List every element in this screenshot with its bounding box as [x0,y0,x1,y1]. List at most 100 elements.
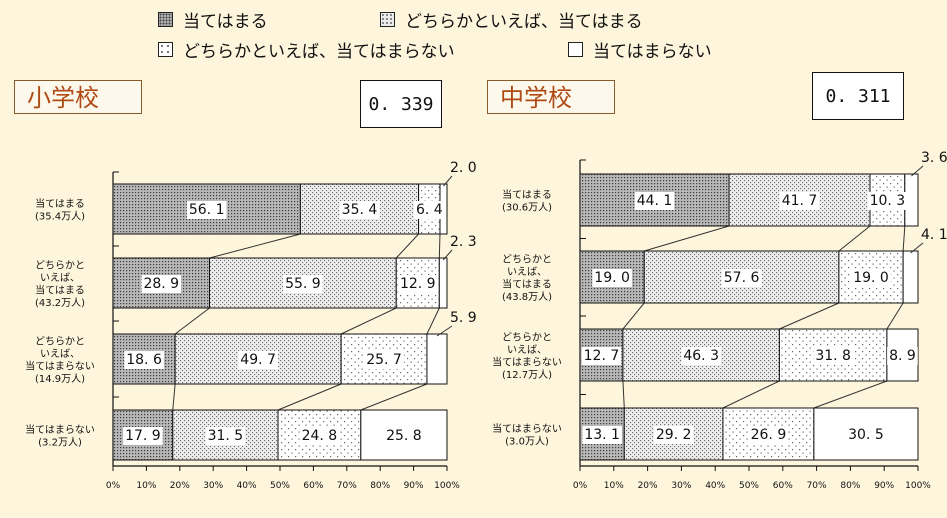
x-tick-label: 20% [170,481,190,491]
legend-label-3: どちらかといえば、当てはまらない [183,41,455,62]
connector-line [902,225,906,252]
connector-line [395,233,419,259]
data-label-backdrop [887,347,918,365]
connector-line [277,383,342,411]
data-label: 35. 4 [342,202,378,218]
category-label: (43.8万人) [502,291,552,303]
legend-label-1: 当てはまる [183,11,268,32]
data-label-backdrop [397,275,438,293]
category-label: いえば、 [40,272,80,284]
data-label-backdrop [384,427,424,445]
data-label: 2. 0 [450,160,477,176]
data-label: 49. 7 [240,352,276,368]
panel-title-junior-high: 中学校 [487,80,615,114]
data-label-backdrop [634,192,675,210]
data-label-backdrop [205,427,246,445]
data-label: 19. 0 [853,270,889,286]
legend-swatch-4 [568,41,583,57]
legend-swatch-2 [380,11,395,27]
leader-line [910,242,924,254]
panel-title-elementary: 小学校 [14,80,142,114]
connector-line [838,225,871,252]
leader-line [911,165,924,177]
category-label: 当てはまらない [25,423,95,436]
data-label-backdrop [141,275,182,293]
coefficient-elementary: 0. 339 [360,80,442,128]
data-label-backdrop [748,426,789,444]
data-label-backdrop [364,351,404,369]
x-tick-label: 100% [905,481,931,491]
category-label: 当てはまる [35,283,85,296]
data-label: 2. 3 [450,234,477,250]
data-label: 19. 0 [594,270,630,286]
legend-label-4: 当てはまらない [593,41,712,62]
data-label: 46. 3 [683,348,719,364]
data-label-backdrop [124,351,164,369]
data-label-backdrop [299,427,340,445]
x-tick-label: 80% [840,481,860,491]
data-label-backdrop [581,347,622,365]
category-label: どちらかと [502,331,552,343]
data-label-backdrop [238,351,278,369]
x-tick-label: 50% [739,481,759,491]
data-label: 25. 8 [386,428,422,444]
connector-line [813,380,888,409]
data-label: 6. 4 [416,202,443,218]
connector-line [426,307,440,335]
data-label-backdrop [721,269,762,287]
data-label: 3. 6 [921,150,947,166]
coefficient-junior-high: 0. 311 [812,72,904,120]
x-tick-label: 40% [705,481,725,491]
category-label: どちらかと [35,335,85,347]
data-label-backdrop [851,269,891,287]
data-label-backdrop [779,192,820,210]
x-tick-label: 30% [203,481,223,491]
category-label: どちらかと [502,253,552,265]
data-label: 18. 6 [126,352,162,368]
x-tick-label: 60% [303,481,323,491]
leader-line [436,325,453,337]
bar-segment [902,250,919,304]
category-label: (14.9万人) [35,373,85,385]
connector-line [644,225,730,252]
bar-segment [438,257,448,309]
data-label: 41. 7 [782,193,818,209]
data-label: 29. 2 [656,427,692,443]
x-tick-label: 60% [773,481,793,491]
x-tick-label: 90% [404,481,424,491]
legend-swatch-3 [158,41,173,57]
x-tick-label: 70% [807,481,827,491]
bar-segment [579,250,645,304]
data-label-backdrop [413,201,445,219]
x-tick-label: 80% [370,481,390,491]
category-label: 当てはまらない [25,359,95,372]
data-label: 31. 8 [815,348,851,364]
data-label: 55. 9 [285,276,321,292]
data-label: 13. 1 [584,427,620,443]
category-label: (43.2万人) [35,297,85,309]
data-label-backdrop [592,269,632,287]
data-label: 10. 3 [870,193,906,209]
category-label: (35.4万人) [35,210,85,222]
data-label-backdrop [681,347,721,365]
connector-line [622,302,645,330]
data-label-backdrop [123,427,163,445]
category-label: どちらかと [35,259,85,271]
data-label-backdrop [186,201,227,219]
data-label: 12. 7 [584,348,620,364]
connector-line [340,307,397,335]
x-tick-label: 10% [604,481,624,491]
data-label: 57. 6 [724,270,760,286]
x-tick-label: 50% [270,481,290,491]
connector-line [886,302,904,330]
legend-item-2: どちらかといえば、当てはまる [380,8,643,32]
x-tick-label: 100% [434,481,460,491]
data-label: 25. 7 [366,352,402,368]
data-label-backdrop [339,201,380,219]
data-label: 44. 1 [637,193,673,209]
legend-label-2: どちらかといえば、当てはまる [405,11,643,32]
category-label: 当てはまらない [492,422,562,435]
connector-line [360,383,428,411]
data-label-backdrop [813,347,853,365]
